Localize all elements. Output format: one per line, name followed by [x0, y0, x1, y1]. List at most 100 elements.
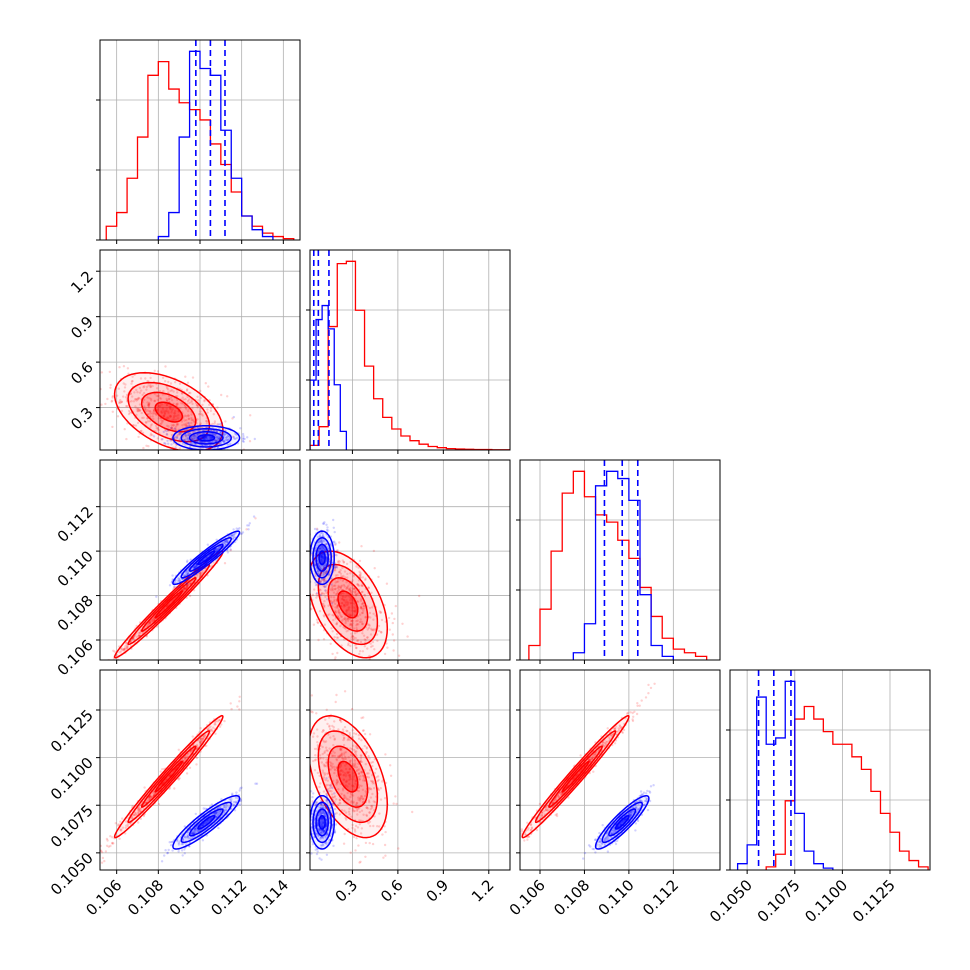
sample-point: [347, 587, 351, 591]
sample-point: [128, 411, 132, 414]
sample-point: [320, 555, 324, 558]
sample-point: [185, 424, 188, 427]
sample-point: [311, 832, 315, 836]
sample-point: [345, 608, 349, 612]
sample-point: [101, 856, 105, 860]
sample-point: [322, 522, 326, 525]
sample-point: [170, 411, 173, 414]
sample-point: [334, 588, 337, 591]
sample-point: [368, 757, 371, 760]
sample-point: [183, 574, 186, 577]
sample-point: [349, 759, 352, 762]
sample-point: [193, 829, 196, 832]
sample-point: [348, 760, 352, 763]
sample-point: [370, 779, 373, 783]
sample-point: [205, 744, 208, 747]
sample-point: [367, 586, 370, 589]
sample-point: [141, 416, 144, 420]
sample-point: [314, 803, 317, 806]
sample-point: [183, 757, 186, 760]
sample-point: [334, 606, 337, 609]
sample-point: [177, 778, 180, 781]
sample-point: [322, 771, 325, 774]
sample-point: [185, 772, 189, 775]
sample-point: [218, 725, 222, 728]
sample-point: [322, 548, 326, 551]
sample-point: [147, 403, 151, 406]
sample-point: [240, 532, 243, 535]
sample-point: [316, 528, 319, 531]
sample-point: [186, 584, 189, 587]
sample-point: [113, 650, 116, 653]
sample-point: [330, 595, 333, 599]
sample-point: [224, 433, 227, 436]
sample-point: [223, 811, 226, 814]
density-fill-red: [155, 591, 183, 618]
sample-point: [321, 591, 324, 595]
sample-point: [359, 819, 363, 822]
sample-point: [360, 620, 363, 624]
sample-point: [343, 796, 346, 800]
sample-point: [342, 773, 346, 777]
sample-point: [361, 729, 365, 732]
sample-point: [168, 584, 172, 587]
sample-point: [186, 440, 189, 444]
sample-point: [340, 615, 343, 618]
sample-point: [355, 809, 359, 812]
sample-point: [178, 447, 182, 450]
sample-point: [325, 821, 328, 824]
sample-point: [369, 808, 372, 811]
sample-point: [341, 579, 344, 582]
sample-point: [365, 806, 369, 809]
sample-point: [241, 439, 245, 443]
sample-point: [138, 631, 142, 634]
sample-point: [345, 603, 349, 607]
sample-point: [200, 435, 204, 439]
sample-point: [178, 840, 181, 843]
sample-point: [319, 547, 322, 550]
sample-point: [189, 441, 192, 444]
sample-point: [316, 771, 319, 775]
sample-point: [337, 803, 340, 806]
sample-point: [339, 748, 343, 751]
sample-point: [363, 794, 367, 798]
sample-point: [137, 808, 141, 811]
sample-point: [320, 761, 324, 764]
sample-point: [134, 812, 138, 815]
sample-point: [330, 602, 334, 605]
sample-point: [359, 599, 363, 602]
sample-point: [325, 569, 328, 573]
sample-point: [229, 549, 232, 552]
sample-point: [214, 723, 217, 726]
sample-point: [347, 810, 351, 813]
sample-point: [169, 439, 172, 442]
sample-point: [336, 580, 340, 583]
sample-point: [363, 638, 366, 641]
sample-point: [96, 854, 98, 856]
sample-point: [192, 434, 195, 438]
sample-point: [143, 408, 147, 411]
sample-point: [320, 812, 323, 815]
sample-point: [327, 813, 331, 816]
sample-point: [371, 780, 374, 783]
sample-point: [344, 784, 347, 787]
sample-point: [378, 629, 381, 633]
sample-point: [104, 850, 108, 853]
sample-point: [224, 436, 228, 439]
sample-point: [351, 784, 354, 787]
histogram-blue-series: [572, 470, 674, 660]
sample-point: [335, 549, 338, 553]
sample-point: [319, 580, 322, 583]
sample-point: [239, 803, 242, 806]
sample-point: [347, 737, 350, 741]
sample-point: [324, 585, 327, 588]
sample-point: [181, 838, 185, 841]
sample-point: [320, 555, 323, 558]
sample-point: [397, 847, 400, 850]
sample-point: [184, 375, 187, 378]
sample-point: [325, 819, 328, 823]
sample-point: [367, 667, 369, 669]
sample-point: [347, 607, 350, 611]
sample-point: [334, 587, 337, 590]
sample-point: [331, 613, 334, 617]
